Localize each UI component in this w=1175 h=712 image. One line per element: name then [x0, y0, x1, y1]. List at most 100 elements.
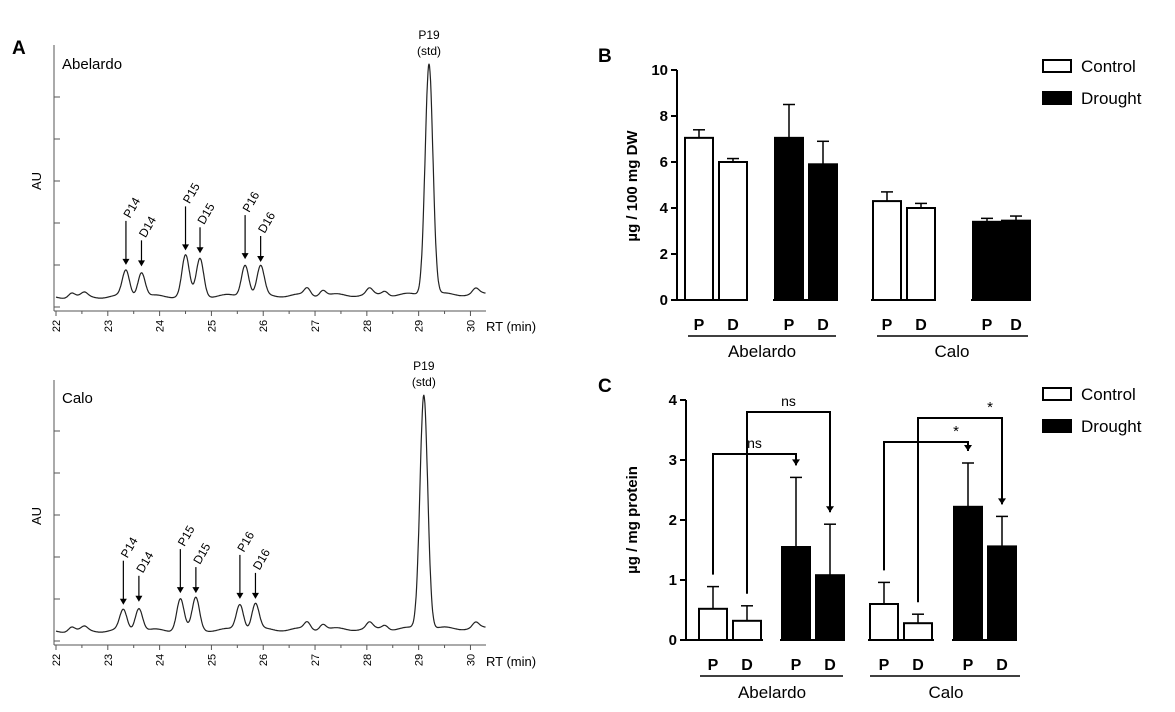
- x-tick-label: 29: [414, 654, 426, 666]
- x-tick-label: 26: [258, 654, 270, 666]
- bar-drought: [781, 546, 811, 641]
- x-tick-label: 23: [103, 654, 115, 666]
- legend-label-control: Control: [1081, 57, 1136, 76]
- x-tick-label: 26: [258, 320, 270, 332]
- y-tick-label: 0: [669, 632, 677, 649]
- peak-label: P16: [234, 529, 257, 555]
- x-tick-label: 27: [310, 320, 322, 332]
- bar-drought: [808, 163, 838, 301]
- x-axis-label: RT (min): [486, 654, 536, 669]
- peak-label: D16: [255, 209, 278, 235]
- y-tick-label: 4: [660, 200, 669, 217]
- standard-label: P19: [413, 359, 435, 373]
- y-axis-label: AU: [29, 507, 44, 525]
- peak-label: D15: [194, 200, 217, 226]
- category-label: D: [817, 317, 829, 334]
- x-tick-label: 30: [465, 320, 477, 332]
- legend: Control Drought: [1042, 385, 1142, 436]
- arrow-head: [257, 256, 265, 262]
- legend-swatch-drought: [1042, 419, 1072, 433]
- panel-c-label: C: [598, 376, 612, 397]
- x-tick-label: 22: [51, 654, 63, 666]
- category-label: D: [915, 317, 927, 334]
- significance-label: ns: [781, 393, 796, 409]
- significance-label: ns: [747, 435, 762, 451]
- y-tick-label: 10: [651, 62, 668, 79]
- y-tick-label: 6: [660, 154, 668, 171]
- y-tick-label: 2: [660, 246, 668, 263]
- peak-label: D15: [190, 540, 213, 566]
- category-label: D: [996, 657, 1008, 674]
- category-label: D: [824, 657, 836, 674]
- legend: Control Drought: [1042, 57, 1142, 108]
- chromatogram-calo: Calo AU RT (min) 22 23 24 25 26 27 28 29 30P14D1…: [29, 359, 536, 669]
- peak-label: P15: [175, 523, 198, 549]
- x-tick-label: 25: [206, 654, 218, 666]
- y-tick-label: 3: [669, 452, 677, 469]
- category-label: P: [784, 317, 795, 334]
- arrow-head: [236, 592, 244, 599]
- x-tick-label: 28: [362, 654, 374, 666]
- standard-sublabel: (std): [417, 44, 441, 58]
- category-label: P: [882, 317, 893, 334]
- standard-sublabel: (std): [412, 375, 436, 389]
- category-label: D: [741, 657, 753, 674]
- arrow-head: [241, 253, 249, 260]
- group-label-abelardo: Abelardo: [728, 342, 796, 361]
- peak-label: P14: [120, 195, 143, 221]
- category-label: P: [982, 317, 993, 334]
- y-axis-label: µg / 100 mg DW: [624, 130, 641, 242]
- category-label: P: [708, 657, 719, 674]
- x-tick-label: 22: [51, 320, 63, 332]
- legend-swatch-control: [1042, 59, 1072, 73]
- chromatogram-title: Abelardo: [62, 56, 122, 73]
- bar-control: [872, 200, 902, 302]
- y-tick-label: 2: [669, 512, 677, 529]
- significance-label: *: [987, 399, 993, 416]
- x-axis-label: RT (min): [486, 319, 536, 334]
- legend-label-drought: Drought: [1081, 89, 1142, 108]
- arrow-head: [192, 587, 200, 594]
- significance-bracket: [746, 411, 831, 594]
- peak-label: D16: [250, 546, 273, 572]
- bar-chart-c: µg / mg protein Abelardo Calo Control Dr…: [624, 385, 1142, 702]
- y-axis-label: AU: [29, 172, 44, 190]
- peak-label: P14: [118, 534, 141, 560]
- group-label-abelardo: Abelardo: [738, 683, 806, 702]
- chromatogram-abelardo: Abelardo AU RT (min) 22 23 24 25 26 27 28 29 30 P…: [29, 28, 536, 334]
- peak-label: D14: [136, 214, 159, 240]
- panel-b-label: B: [598, 46, 612, 67]
- bar-control: [718, 161, 748, 301]
- legend-label-drought: Drought: [1081, 417, 1142, 436]
- arrow-head: [137, 260, 145, 267]
- y-tick-label: 0: [660, 292, 668, 309]
- arrow-head: [135, 595, 143, 602]
- bar-drought: [987, 545, 1017, 642]
- bracket-arrowhead: [964, 445, 972, 451]
- category-label: D: [727, 317, 739, 334]
- arrow-head: [119, 598, 127, 605]
- x-tick-label: 29: [414, 320, 426, 332]
- x-tick-label: 28: [362, 320, 374, 332]
- peak-label: D14: [133, 549, 156, 575]
- y-axis-label: µg / mg protein: [624, 466, 641, 574]
- category-label: D: [1010, 317, 1022, 334]
- significance-label: *: [953, 423, 959, 440]
- category-label: D: [912, 657, 924, 674]
- bar-control: [732, 619, 762, 641]
- bar-drought: [1001, 219, 1031, 301]
- arrow-head: [196, 247, 204, 254]
- category-label: P: [963, 657, 974, 674]
- x-tick-label: 23: [103, 320, 115, 332]
- arrow-head: [122, 258, 130, 265]
- category-label: P: [791, 657, 802, 674]
- bar-drought: [774, 136, 804, 301]
- category-label: P: [694, 317, 705, 334]
- bar-control: [684, 136, 714, 301]
- group-label-calo: Calo: [929, 683, 964, 702]
- x-tick-label: 24: [155, 654, 167, 666]
- chromatogram-title: Calo: [62, 390, 93, 407]
- y-tick-label: 4: [669, 392, 678, 409]
- bar-chart-b: µg / 100 mg DW Abelardo Calo Control Dro…: [624, 57, 1142, 361]
